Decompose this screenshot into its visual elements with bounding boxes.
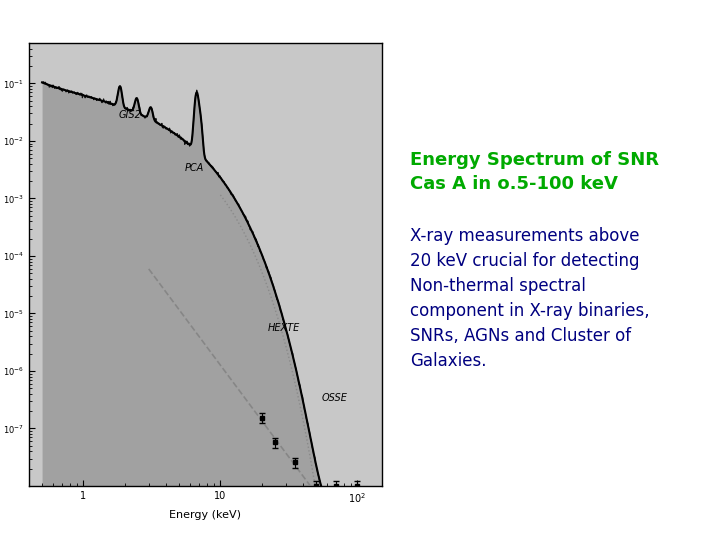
Text: HEXTE: HEXTE	[267, 323, 300, 333]
X-axis label: Energy (keV): Energy (keV)	[169, 510, 241, 520]
Text: Energy Spectrum of SNR
Cas A in o.5-100 keV: Energy Spectrum of SNR Cas A in o.5-100 …	[410, 151, 660, 193]
Text: GIS2: GIS2	[118, 110, 141, 120]
Text: PCA: PCA	[185, 163, 204, 173]
Text: X-ray measurements above
20 keV crucial for detecting
Non-thermal spectral
compo: X-ray measurements above 20 keV crucial …	[410, 227, 650, 370]
Text: OSSE: OSSE	[322, 393, 348, 403]
